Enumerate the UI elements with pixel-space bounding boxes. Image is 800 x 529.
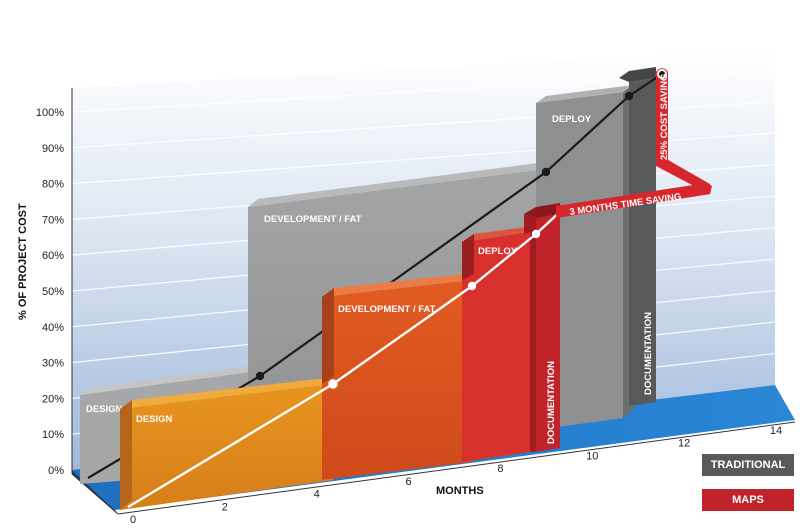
x-tick-label: 10 — [586, 450, 598, 462]
y-tick-label: 10% — [42, 429, 64, 441]
y-axis-title: % OF PROJECT COST — [17, 203, 29, 320]
x-tick-label: 4 — [314, 489, 320, 501]
y-tick-label: 50% — [42, 286, 64, 298]
maps-doc-side — [524, 214, 536, 452]
x-tick-label: 14 — [770, 425, 782, 437]
maps-doc-label: DOCUMENTATION — [546, 361, 557, 444]
trad-design-top — [80, 364, 266, 395]
maps-deploy-label: DEPLOY — [478, 246, 518, 257]
y-tick-labels: 0% 10% 20% 30% 40% 50% 60% 70% 80% 90% 100% — [36, 107, 64, 477]
y-tick-label: 30% — [42, 358, 64, 370]
maps-design-side — [120, 400, 132, 510]
maps-dev-label: DEVELOPMENT / FAT — [338, 304, 436, 315]
maps-dev-bar — [322, 280, 472, 480]
maps-dev-top — [322, 272, 484, 297]
maps-design-top — [120, 376, 345, 409]
y-tick-label: 40% — [42, 322, 64, 334]
x-tick-labels: 0 2 4 6 8 10 12 14 — [130, 425, 782, 526]
trad-deploy-label: DEPLOY — [552, 114, 592, 125]
x-axis-line — [71, 473, 119, 515]
x-axis-front-line — [117, 421, 796, 515]
trad-doc-bar — [629, 78, 656, 406]
trad-design-label: DESIGN — [86, 404, 123, 415]
y-tick-label: 80% — [42, 179, 64, 191]
trad-point-2 — [541, 167, 551, 177]
x-axis-title: MONTHS — [436, 485, 484, 497]
y-tick-label: 0% — [48, 465, 64, 477]
y-tick-label: 60% — [42, 250, 64, 262]
maps-point-1 — [328, 379, 338, 389]
maps-doc-top — [524, 203, 560, 218]
cost-saving-marker-dot — [659, 71, 665, 77]
y-tick-label: 90% — [42, 143, 64, 155]
legend-maps: MAPS — [702, 489, 794, 511]
x-tick-label: 0 — [130, 514, 136, 526]
trad-dev-label: DEVELOPMENT / FAT — [264, 214, 362, 225]
x-tick-label: 2 — [222, 501, 228, 513]
y-tick-label: 100% — [36, 107, 64, 119]
legend-traditional: TRADITIONAL — [702, 454, 794, 476]
y-tick-label: 70% — [42, 214, 64, 226]
trad-point-1 — [255, 371, 265, 381]
x-tick-label: 6 — [406, 476, 412, 488]
trad-dev-top — [248, 162, 546, 207]
x-tick-label: 8 — [497, 463, 503, 475]
maps-doc-bar — [536, 214, 560, 452]
y-tick-label: 20% — [42, 393, 64, 405]
maps-deploy-side — [462, 234, 474, 280]
x-tick-label: 12 — [678, 438, 690, 450]
maps-point-2 — [467, 281, 477, 291]
trad-point-3 — [624, 91, 634, 101]
cost-saving-annotation: 25% COST SAVING — [659, 74, 670, 160]
maps-design-label: DESIGN — [136, 414, 173, 425]
maps-deploy-bar — [462, 232, 530, 462]
maps-deploy-top — [462, 225, 542, 242]
maps-point-3 — [531, 229, 541, 239]
trad-deploy-top — [536, 85, 633, 103]
maps-dev-side — [322, 288, 334, 384]
trad-doc-label: DOCUMENTATION — [643, 312, 654, 395]
trad-doc-top — [619, 67, 656, 82]
